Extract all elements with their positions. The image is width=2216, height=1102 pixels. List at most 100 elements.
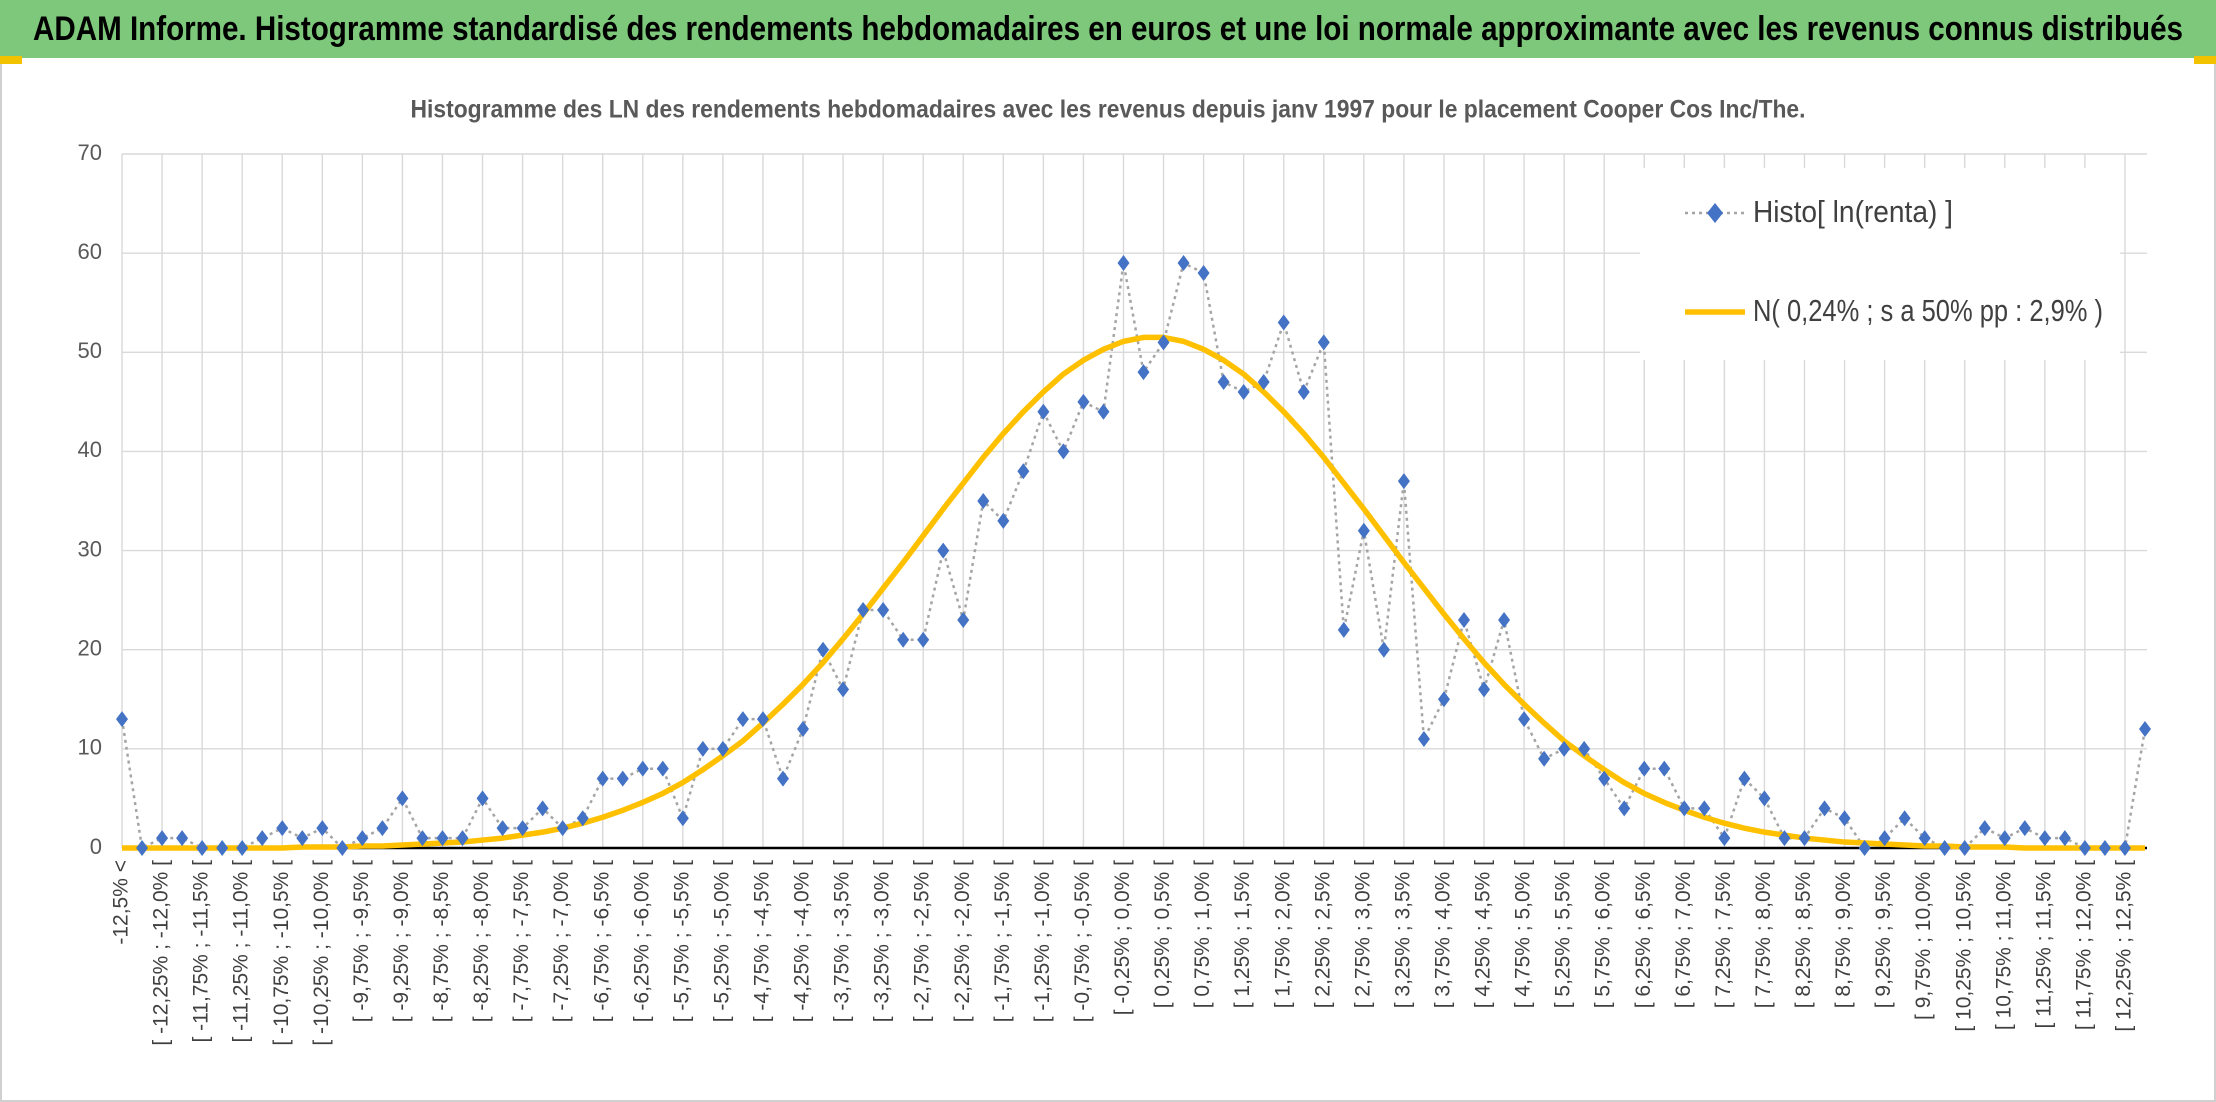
x-tick-label: [ 6,25% ; 6,5% [ — [1632, 860, 1655, 1008]
histo-point — [1277, 314, 1290, 331]
x-tick-label: [ 3,25% ; 3,5% [ — [1391, 860, 1414, 1008]
legend-label: N( 0,24% ; s a 50% pp : 2,9% ) — [1753, 293, 2103, 328]
x-tick-label: [ -7,25% ; -7,0% [ — [550, 860, 573, 1022]
histo-point — [1538, 750, 1551, 767]
histo-point — [1698, 800, 1711, 817]
histo-point — [1177, 255, 1190, 272]
y-tick-label: 30 — [78, 536, 102, 561]
histo-point — [1518, 711, 1531, 728]
histo-point — [616, 770, 629, 787]
x-tick-label: [ 7,75% ; 8,0% [ — [1752, 860, 1775, 1008]
y-tick-label: 10 — [78, 735, 102, 760]
x-tick-label: [ -3,25% ; -3,0% [ — [871, 860, 894, 1022]
histo-point — [716, 740, 729, 757]
corner — [0, 56, 22, 64]
histo-point — [1457, 611, 1470, 628]
histo-point — [1257, 374, 1270, 391]
histo-point — [2038, 830, 2051, 847]
histo-point — [1037, 403, 1050, 420]
x-tick-label: [ -5,25% ; -5,0% [ — [710, 860, 733, 1022]
x-tick-label: [ -2,75% ; -2,5% [ — [911, 860, 934, 1022]
histo-point — [536, 800, 549, 817]
histo-point — [1297, 383, 1310, 400]
x-tick-label: [ 2,75% ; 3,0% [ — [1351, 860, 1374, 1008]
histo-point — [977, 493, 990, 509]
histo-point — [1838, 810, 1851, 827]
y-tick-label: 40 — [78, 437, 102, 462]
histo-point — [196, 840, 209, 856]
histo-point — [156, 830, 169, 847]
x-tick-label: [ -10,75% ; -10,5% [ — [270, 860, 293, 1046]
histo-point — [2118, 840, 2131, 856]
histo-point — [1337, 621, 1350, 638]
histo-point — [857, 602, 870, 619]
histo-point — [696, 740, 709, 757]
histo-point — [436, 830, 449, 847]
histo-point — [1137, 364, 1150, 381]
histo-point — [576, 810, 589, 827]
histo-point — [1958, 840, 1971, 856]
histo-point — [1157, 334, 1170, 351]
x-tick-label: [ -9,75% ; -9,5% [ — [350, 860, 373, 1022]
x-tick-label: [ 10,25% ; 10,5% [ — [1952, 860, 1975, 1032]
x-tick-label: [ 0,25% ; 0,5% [ — [1151, 860, 1174, 1008]
histo-point — [1998, 830, 2011, 847]
x-tick-label: [ 1,25% ; 1,5% [ — [1231, 860, 1254, 1008]
x-tick-label: [ -8,25% ; -8,0% [ — [470, 860, 493, 1022]
x-tick-label: [ -3,75% ; -3,5% [ — [831, 860, 854, 1022]
histo-point — [2139, 721, 2151, 738]
histo-point — [516, 820, 529, 837]
histo-point — [2058, 830, 2071, 847]
y-tick-label: 0 — [90, 834, 102, 859]
histo-point — [496, 820, 509, 837]
x-tick-label: [ -10,25% ; -10,0% [ — [310, 860, 333, 1046]
histo-point — [1918, 830, 1931, 847]
histo-point — [1598, 770, 1611, 787]
x-tick-label: [ 11,75% ; 12,0% [ — [2072, 860, 2095, 1030]
y-tick-label: 20 — [78, 636, 102, 661]
histo-point — [636, 760, 649, 777]
histo-point — [797, 721, 810, 738]
legend — [1640, 168, 2120, 360]
histo-point — [776, 770, 789, 787]
histo-point — [1357, 522, 1370, 539]
x-tick-label: [ 0,75% ; 1,0% [ — [1191, 860, 1214, 1008]
histo-point — [1718, 830, 1731, 847]
y-tick-label: 60 — [78, 239, 102, 264]
histo-point — [1658, 760, 1671, 777]
histo-point — [1738, 770, 1751, 787]
y-tick-label: 70 — [78, 140, 102, 165]
histo-point — [1818, 800, 1831, 817]
x-tick-label: [ -12,25% ; -12,0% [ — [150, 860, 173, 1046]
histo-point — [296, 830, 309, 847]
header-bar — [0, 0, 2216, 58]
histo-point — [356, 830, 369, 847]
x-tick-label: [ -0,75% ; -0,5% [ — [1071, 860, 1094, 1022]
x-tick-label: [ -2,25% ; -2,0% [ — [951, 860, 974, 1022]
x-tick-label: [ -1,75% ; -1,5% [ — [991, 860, 1014, 1022]
x-tick-label: [ -9,25% ; -9,0% [ — [390, 860, 413, 1022]
x-tick-label: [ 9,25% ; 9,5% [ — [1872, 860, 1895, 1008]
histo-point — [1938, 840, 1951, 856]
histo-point — [1978, 820, 1991, 837]
x-tick-label: [ -11,25% ; -11,0% [ — [230, 860, 253, 1043]
histo-point — [1417, 730, 1430, 747]
x-tick-label: [ -8,75% ; -8,5% [ — [430, 860, 453, 1022]
x-tick-label: [ 8,25% ; 8,5% [ — [1792, 860, 1815, 1008]
x-tick-label: -12,5% < — [110, 860, 133, 945]
grid — [121, 153, 2147, 850]
histo-point — [256, 830, 269, 847]
x-tick-label: [ -4,25% ; -4,0% [ — [791, 860, 814, 1022]
histo-point — [1017, 463, 1030, 480]
x-tick-label: [ 3,75% ; 4,0% [ — [1432, 860, 1455, 1008]
histo-point — [216, 840, 229, 856]
histo-point — [1778, 830, 1791, 847]
histo-point — [316, 820, 329, 837]
x-tick-label: [ 1,75% ; 2,0% [ — [1271, 860, 1294, 1008]
x-tick-label: [ -5,75% ; -5,5% [ — [670, 860, 693, 1022]
x-tick-label: [ -6,25% ; -6,0% [ — [630, 860, 653, 1022]
marks — [116, 255, 2151, 856]
x-tick-label: [ 2,25% ; 2,5% [ — [1311, 860, 1334, 1008]
histo-point — [1237, 383, 1250, 400]
